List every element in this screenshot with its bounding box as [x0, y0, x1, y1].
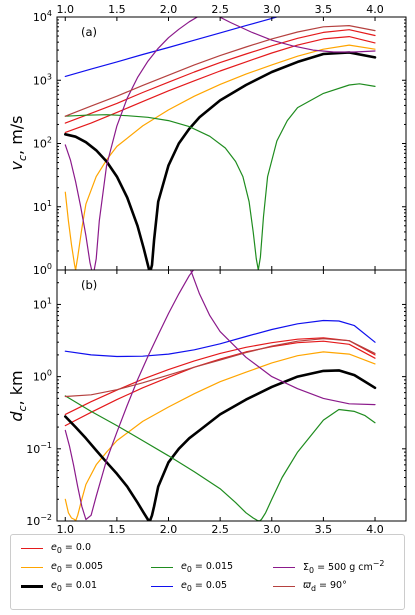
series-line: [64, 270, 195, 521]
x-tick-label-top: 1.5: [108, 3, 126, 16]
legend-label: e0 = 0.005: [51, 560, 104, 574]
y-tick-label: 101: [33, 296, 52, 311]
series-line: [64, 338, 376, 398]
y-tick-label: 102: [33, 136, 52, 151]
legend-swatch: [21, 584, 43, 588]
x-tick-label: 2.0: [160, 523, 178, 536]
y-axis-label-b: dc, km: [7, 370, 29, 421]
legend-swatch: [151, 585, 173, 587]
series-line: [64, 51, 377, 270]
series-group-a: [64, 17, 377, 270]
legend-swatch: [273, 585, 295, 587]
legend-swatch: [273, 566, 295, 568]
series-line: [64, 337, 376, 415]
series-line: [64, 17, 199, 270]
x-tick-label: 1.5: [108, 523, 126, 536]
x-tick-label: 3.0: [263, 523, 281, 536]
legend-label: e0 = 0.015: [181, 560, 234, 574]
legend-label: e0 = 0.05: [181, 579, 228, 593]
axes-frame: [56, 16, 407, 271]
y-tick-label: 104: [33, 9, 52, 24]
legend-label: ϖd = 90°: [303, 579, 347, 593]
series-line: [64, 369, 377, 521]
x-tick-label-top: 3.5: [315, 3, 333, 16]
legend-label: Σ0 = 500 g cm−2: [303, 558, 385, 576]
legend-swatch: [151, 566, 173, 568]
series-line: [64, 36, 376, 133]
legend-label: e0 = 0.0: [51, 541, 91, 555]
axes-frame: [56, 269, 407, 522]
series-line: [64, 29, 376, 124]
series-group-b: [64, 270, 377, 521]
legend-item-sigma0: Σ0 = 500 g cm−2: [273, 558, 384, 576]
series-line: [64, 340, 376, 427]
x-tick-label-top: 3.0: [263, 3, 281, 16]
x-tick-label-top: 2.0: [160, 3, 178, 16]
y-tick-label: 10−2: [26, 513, 52, 528]
legend-item-e0-0.05: e0 = 0.05: [151, 577, 227, 595]
series-line: [64, 44, 376, 270]
y-tick-label: 101: [33, 199, 52, 214]
legend-item-e0-0.01: e0 = 0.01: [21, 577, 97, 595]
y-axis-label-a: vc, m/s: [7, 115, 29, 170]
panel-label: (a): [81, 25, 97, 39]
x-tick-label: 3.5: [315, 523, 333, 536]
legend-swatch: [21, 566, 43, 568]
legend-item-e0-0: e0 = 0.0: [21, 539, 91, 557]
series-line: [64, 83, 376, 270]
y-tick-label: 103: [33, 72, 52, 87]
y-tick-label: 10−1: [26, 441, 52, 456]
series-line: [190, 270, 376, 406]
y-tick-label: 100: [33, 369, 52, 384]
panel-label: (b): [81, 278, 97, 292]
legend-swatch: [21, 547, 43, 549]
series-line: [64, 17, 279, 77]
series-line: [64, 25, 376, 117]
y-tick-label: 100: [33, 262, 52, 277]
series-line: [64, 319, 376, 358]
x-tick-label: 2.5: [211, 523, 229, 536]
legend-item-e0-0.015: e0 = 0.015: [151, 558, 233, 576]
x-tick-label: 4.0: [366, 523, 384, 536]
series-line: [218, 17, 376, 53]
legend: e0 = 0.0 e0 = 0.005 e0 = 0.01 e0 = 0.015…: [10, 534, 405, 610]
x-tick-label-top: 1.0: [57, 3, 75, 16]
x-tick-label-top: 4.0: [366, 3, 384, 16]
legend-item-varpi: ϖd = 90°: [273, 577, 347, 595]
x-tick-label: 1.0: [57, 523, 75, 536]
series-line: [64, 351, 376, 521]
x-tick-label-top: 2.5: [211, 3, 229, 16]
legend-item-e0-0.005: e0 = 0.005: [21, 558, 103, 576]
legend-label: e0 = 0.01: [51, 579, 98, 593]
